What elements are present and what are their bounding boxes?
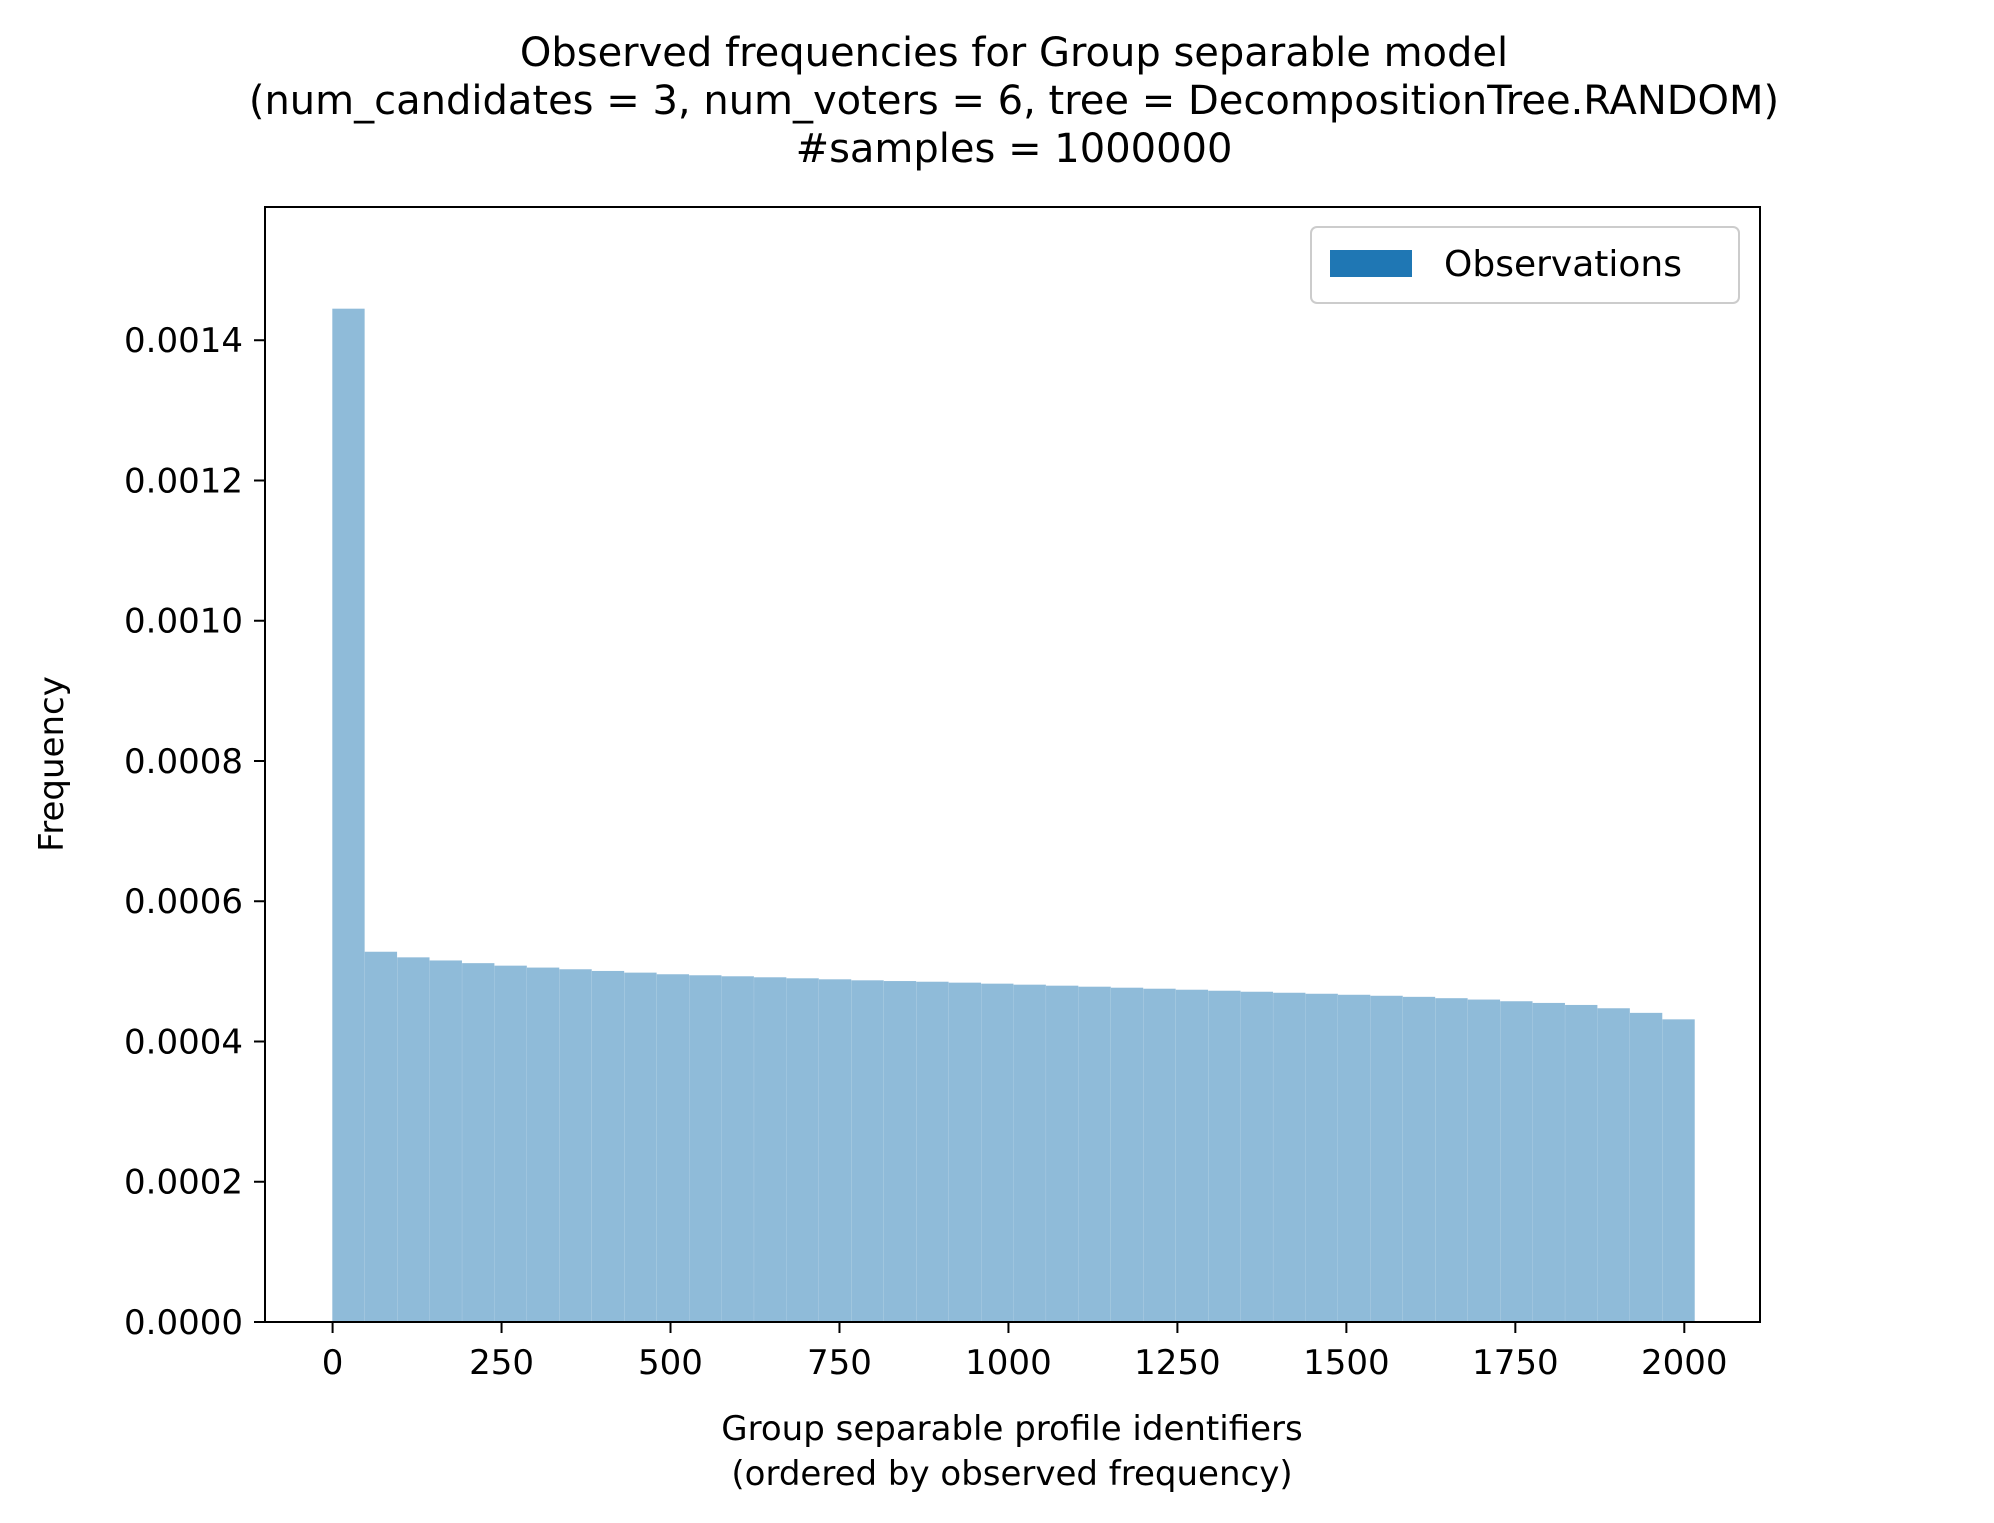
bar bbox=[656, 974, 690, 1322]
chart-title-line-2: (num_candidates = 3, num_voters = 6, tre… bbox=[249, 78, 1779, 124]
y-tick-label: 0.0014 bbox=[124, 321, 243, 361]
bar bbox=[1435, 998, 1468, 1322]
x-axis-label-line-1: Group separable profile identifiers bbox=[721, 1409, 1302, 1449]
bar bbox=[1046, 985, 1079, 1322]
chart-title-line-1: Observed frequencies for Group separable… bbox=[520, 30, 1508, 76]
x-tick-label: 1750 bbox=[1472, 1343, 1559, 1383]
x-axis-label-line-2: (ordered by observed frequency) bbox=[731, 1454, 1292, 1494]
y-axis-label: Frequency bbox=[32, 676, 72, 852]
y-tick-label: 0.0006 bbox=[124, 882, 243, 922]
bar bbox=[559, 969, 592, 1322]
bar bbox=[1565, 1004, 1598, 1322]
x-tick-label: 500 bbox=[638, 1343, 703, 1383]
bar bbox=[1597, 1008, 1630, 1322]
bar bbox=[1240, 991, 1273, 1322]
bar bbox=[1370, 995, 1403, 1322]
y-tick-label: 0.0012 bbox=[124, 461, 243, 501]
bars-group bbox=[332, 308, 1695, 1322]
bar bbox=[1662, 1019, 1695, 1322]
bar bbox=[883, 981, 917, 1322]
bar bbox=[1337, 994, 1371, 1322]
y-tick-label: 0.0004 bbox=[124, 1022, 243, 1062]
bar bbox=[851, 980, 884, 1322]
bar bbox=[364, 951, 398, 1322]
bar bbox=[462, 963, 495, 1322]
bar bbox=[332, 308, 365, 1322]
legend-swatch bbox=[1330, 250, 1412, 277]
bar bbox=[981, 983, 1014, 1322]
bar bbox=[1143, 988, 1176, 1322]
x-tick-label: 1000 bbox=[965, 1343, 1052, 1383]
bar bbox=[1402, 996, 1436, 1322]
bar bbox=[1532, 1002, 1565, 1322]
bar bbox=[721, 976, 754, 1322]
chart-title-line-3: #samples = 1000000 bbox=[796, 126, 1233, 172]
bar bbox=[1500, 1001, 1533, 1322]
x-tick-label: 250 bbox=[469, 1343, 534, 1383]
x-tick-label: 1250 bbox=[1134, 1343, 1221, 1383]
x-tick-label: 750 bbox=[807, 1343, 872, 1383]
bar bbox=[818, 979, 852, 1322]
bar bbox=[948, 982, 982, 1322]
bar bbox=[1629, 1012, 1663, 1322]
bar bbox=[1175, 989, 1209, 1322]
bar bbox=[1208, 990, 1241, 1322]
y-tick-label: 0.0002 bbox=[124, 1163, 243, 1203]
bar bbox=[1305, 993, 1338, 1322]
y-tick-label: 0.0008 bbox=[124, 742, 243, 782]
y-tick-label: 0.0010 bbox=[124, 602, 243, 642]
bar bbox=[1110, 987, 1144, 1322]
legend-box bbox=[1310, 226, 1740, 304]
bar bbox=[397, 957, 430, 1322]
x-tick-label: 2000 bbox=[1641, 1343, 1728, 1383]
bar bbox=[1078, 986, 1111, 1322]
bar bbox=[754, 977, 787, 1322]
bar bbox=[429, 960, 462, 1322]
bar bbox=[1273, 992, 1306, 1322]
bar bbox=[591, 970, 625, 1322]
bar bbox=[1013, 984, 1046, 1322]
legend-label: Observations bbox=[1444, 244, 1682, 285]
chart-title: Observed frequencies for Group separable… bbox=[249, 30, 1779, 172]
bar bbox=[689, 975, 722, 1322]
bar bbox=[526, 967, 560, 1322]
y-tick-label: 0.0000 bbox=[124, 1303, 243, 1343]
x-axis-label: Group separable profile identifiers (ord… bbox=[721, 1409, 1302, 1494]
x-tick-label: 0 bbox=[322, 1343, 344, 1383]
x-axis-ticks: 0 250 500 750 1000 1250 1500 1750 2000 bbox=[322, 1322, 1728, 1383]
bar bbox=[786, 978, 819, 1322]
legend: Observations bbox=[1310, 226, 1740, 304]
x-tick-label: 1500 bbox=[1303, 1343, 1390, 1383]
bar bbox=[624, 972, 657, 1322]
y-axis-ticks: 0.0000 0.0002 0.0004 0.0006 0.0008 0.0010 0.00… bbox=[124, 321, 265, 1343]
bar bbox=[1467, 999, 1501, 1322]
axes-frame bbox=[264, 206, 1761, 1323]
bar bbox=[494, 965, 527, 1322]
bar bbox=[916, 981, 949, 1322]
